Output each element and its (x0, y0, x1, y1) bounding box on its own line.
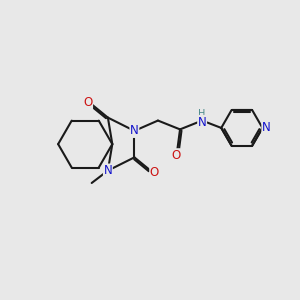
Text: N: N (130, 124, 139, 137)
Text: O: O (83, 95, 92, 109)
Text: N: N (103, 164, 112, 177)
Text: O: O (171, 149, 180, 162)
Text: O: O (150, 167, 159, 179)
Text: H: H (198, 109, 206, 119)
Text: N: N (262, 122, 271, 134)
Text: N: N (198, 116, 206, 128)
